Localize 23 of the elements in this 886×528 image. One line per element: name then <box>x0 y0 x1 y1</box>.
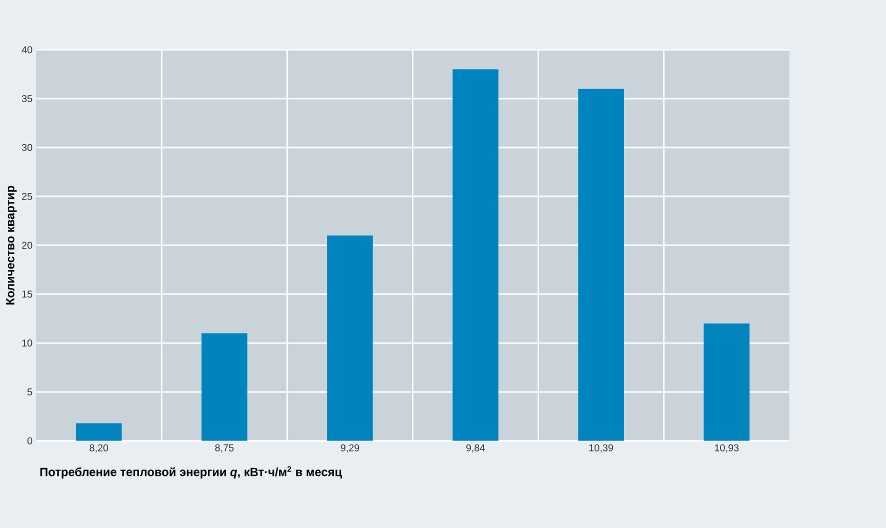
x-tick-label: 8,75 <box>215 444 234 452</box>
bar <box>704 323 750 441</box>
y-tick-label: 30 <box>22 144 32 151</box>
y-tick-label: 40 <box>22 46 32 54</box>
y-axis-title: Количество квартир <box>6 186 17 304</box>
x-tick-label: 10,39 <box>589 444 613 452</box>
x-tick-label: 8,20 <box>90 444 108 452</box>
x-axis-title: Потребление тепловой энергии q, кВт·ч/м$^{2}$ в месяц <box>40 466 342 478</box>
bar <box>76 423 122 441</box>
y-tick-label: 5 <box>27 388 32 396</box>
y-tick-label: 20 <box>22 242 32 249</box>
y-tick-label: 0 <box>27 437 32 444</box>
y-tick-label: 15 <box>22 290 32 298</box>
y-tick-label: 25 <box>22 192 32 200</box>
y-tick-label: 35 <box>22 94 32 102</box>
x-tick-label: 9,29 <box>340 444 360 452</box>
bar <box>202 333 248 441</box>
y-tick-label: 10 <box>22 339 32 346</box>
x-tick-label: 9,84 <box>466 444 485 452</box>
bar <box>452 69 498 441</box>
bar <box>578 88 624 441</box>
x-tick-label: 10,93 <box>714 444 739 452</box>
bar <box>327 235 373 441</box>
